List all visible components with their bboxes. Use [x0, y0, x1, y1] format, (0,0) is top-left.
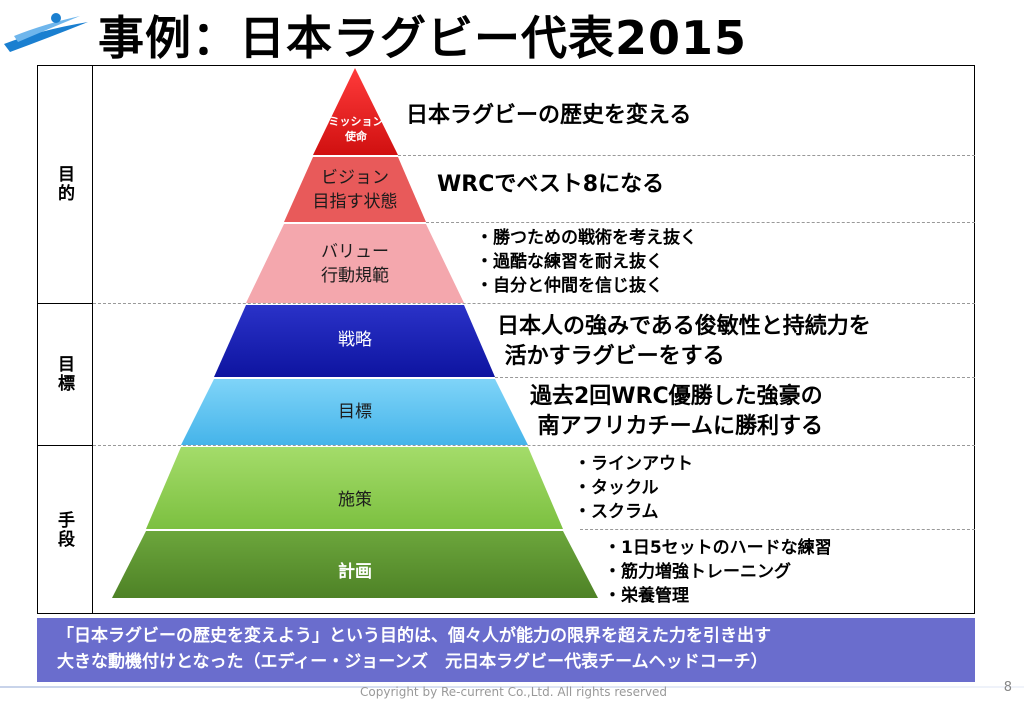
layer-label-strategy: 戦略 [338, 330, 372, 350]
description-strategy: 日本人の強みである俊敏性と持続力を 活かすラグビーをする [497, 314, 871, 369]
category-divider [37, 445, 93, 446]
row-separator [93, 303, 975, 304]
layer-label-value: バリュー 行動規範 [321, 242, 389, 286]
row-separator [93, 445, 975, 446]
pyramid-layer-goal [181, 379, 528, 445]
description-mission: 日本ラグビーの歴史を変える [406, 103, 692, 128]
category-purpose: 目的 [54, 165, 74, 203]
layer-label-goal: 目標 [338, 402, 372, 422]
description-value: ・勝つための戦術を考え抜く ・過酷な練習を耐え抜く ・自分と仲間を信じ抜く [476, 228, 697, 296]
quote-box: 「日本ラグビーの歴史を変えよう」という目的は、個々人が能力の限界を超えた力を引き… [37, 618, 975, 682]
row-separator [495, 377, 975, 378]
category-divider [37, 303, 93, 304]
pyramid-layer-strategy [214, 305, 495, 377]
layer-label-measures: 施策 [338, 490, 372, 510]
quote-line-2: 大きな動機付けとなった（エディー・ジョーンズ 元日本ラグビー代表チームヘッドコー… [57, 652, 768, 672]
quote-line-1: 「日本ラグビーの歴史を変えよう」という目的は、個々人が能力の限界を超えた力を引き… [57, 626, 771, 646]
pyramid-layer-value [246, 224, 464, 303]
description-plan: ・1日5セットのハードな練習 ・筋力増強トレーニング ・栄養管理 [604, 538, 832, 606]
pyramid-layer-vision [284, 157, 426, 222]
pyramid-layer-measures [146, 447, 563, 529]
description-goal: 過去2回WRC優勝した強豪の 南アフリカチームに勝利する [530, 384, 824, 439]
category-goal: 目標 [54, 355, 74, 393]
pyramid-layer-mission [313, 68, 398, 155]
copyright-text: Copyright by Re-current Co.,Ltd. All rig… [360, 685, 668, 699]
layer-label-plan: 計画 [338, 562, 372, 582]
content-frame [37, 65, 975, 614]
description-measures: ・ラインアウト ・タックル ・スクラム [574, 454, 693, 522]
page-number: 8 [1003, 680, 1012, 695]
layer-label-vision: ビジョン 目指す状態 [312, 168, 398, 212]
footer-divider [0, 686, 1024, 688]
layer-label-mission: ミッション 使命 [328, 115, 384, 143]
slide-title: 事例：日本ラグビー代表2015 [98, 11, 748, 65]
row-separator [398, 155, 975, 156]
row-separator [580, 529, 975, 530]
pyramid-layer-plan [112, 531, 598, 598]
company-logo [4, 13, 88, 52]
category-means: 手段 [54, 510, 74, 549]
row-separator [426, 222, 975, 223]
category-column: 目的 目標 手段 [37, 65, 93, 614]
description-vision: WRCでベスト8になる [437, 172, 665, 197]
